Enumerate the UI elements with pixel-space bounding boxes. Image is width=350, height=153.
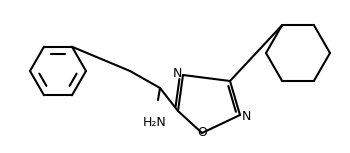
- Text: N: N: [241, 110, 251, 123]
- Text: O: O: [197, 127, 207, 140]
- Text: H₂N: H₂N: [143, 116, 167, 129]
- Text: N: N: [172, 67, 182, 80]
